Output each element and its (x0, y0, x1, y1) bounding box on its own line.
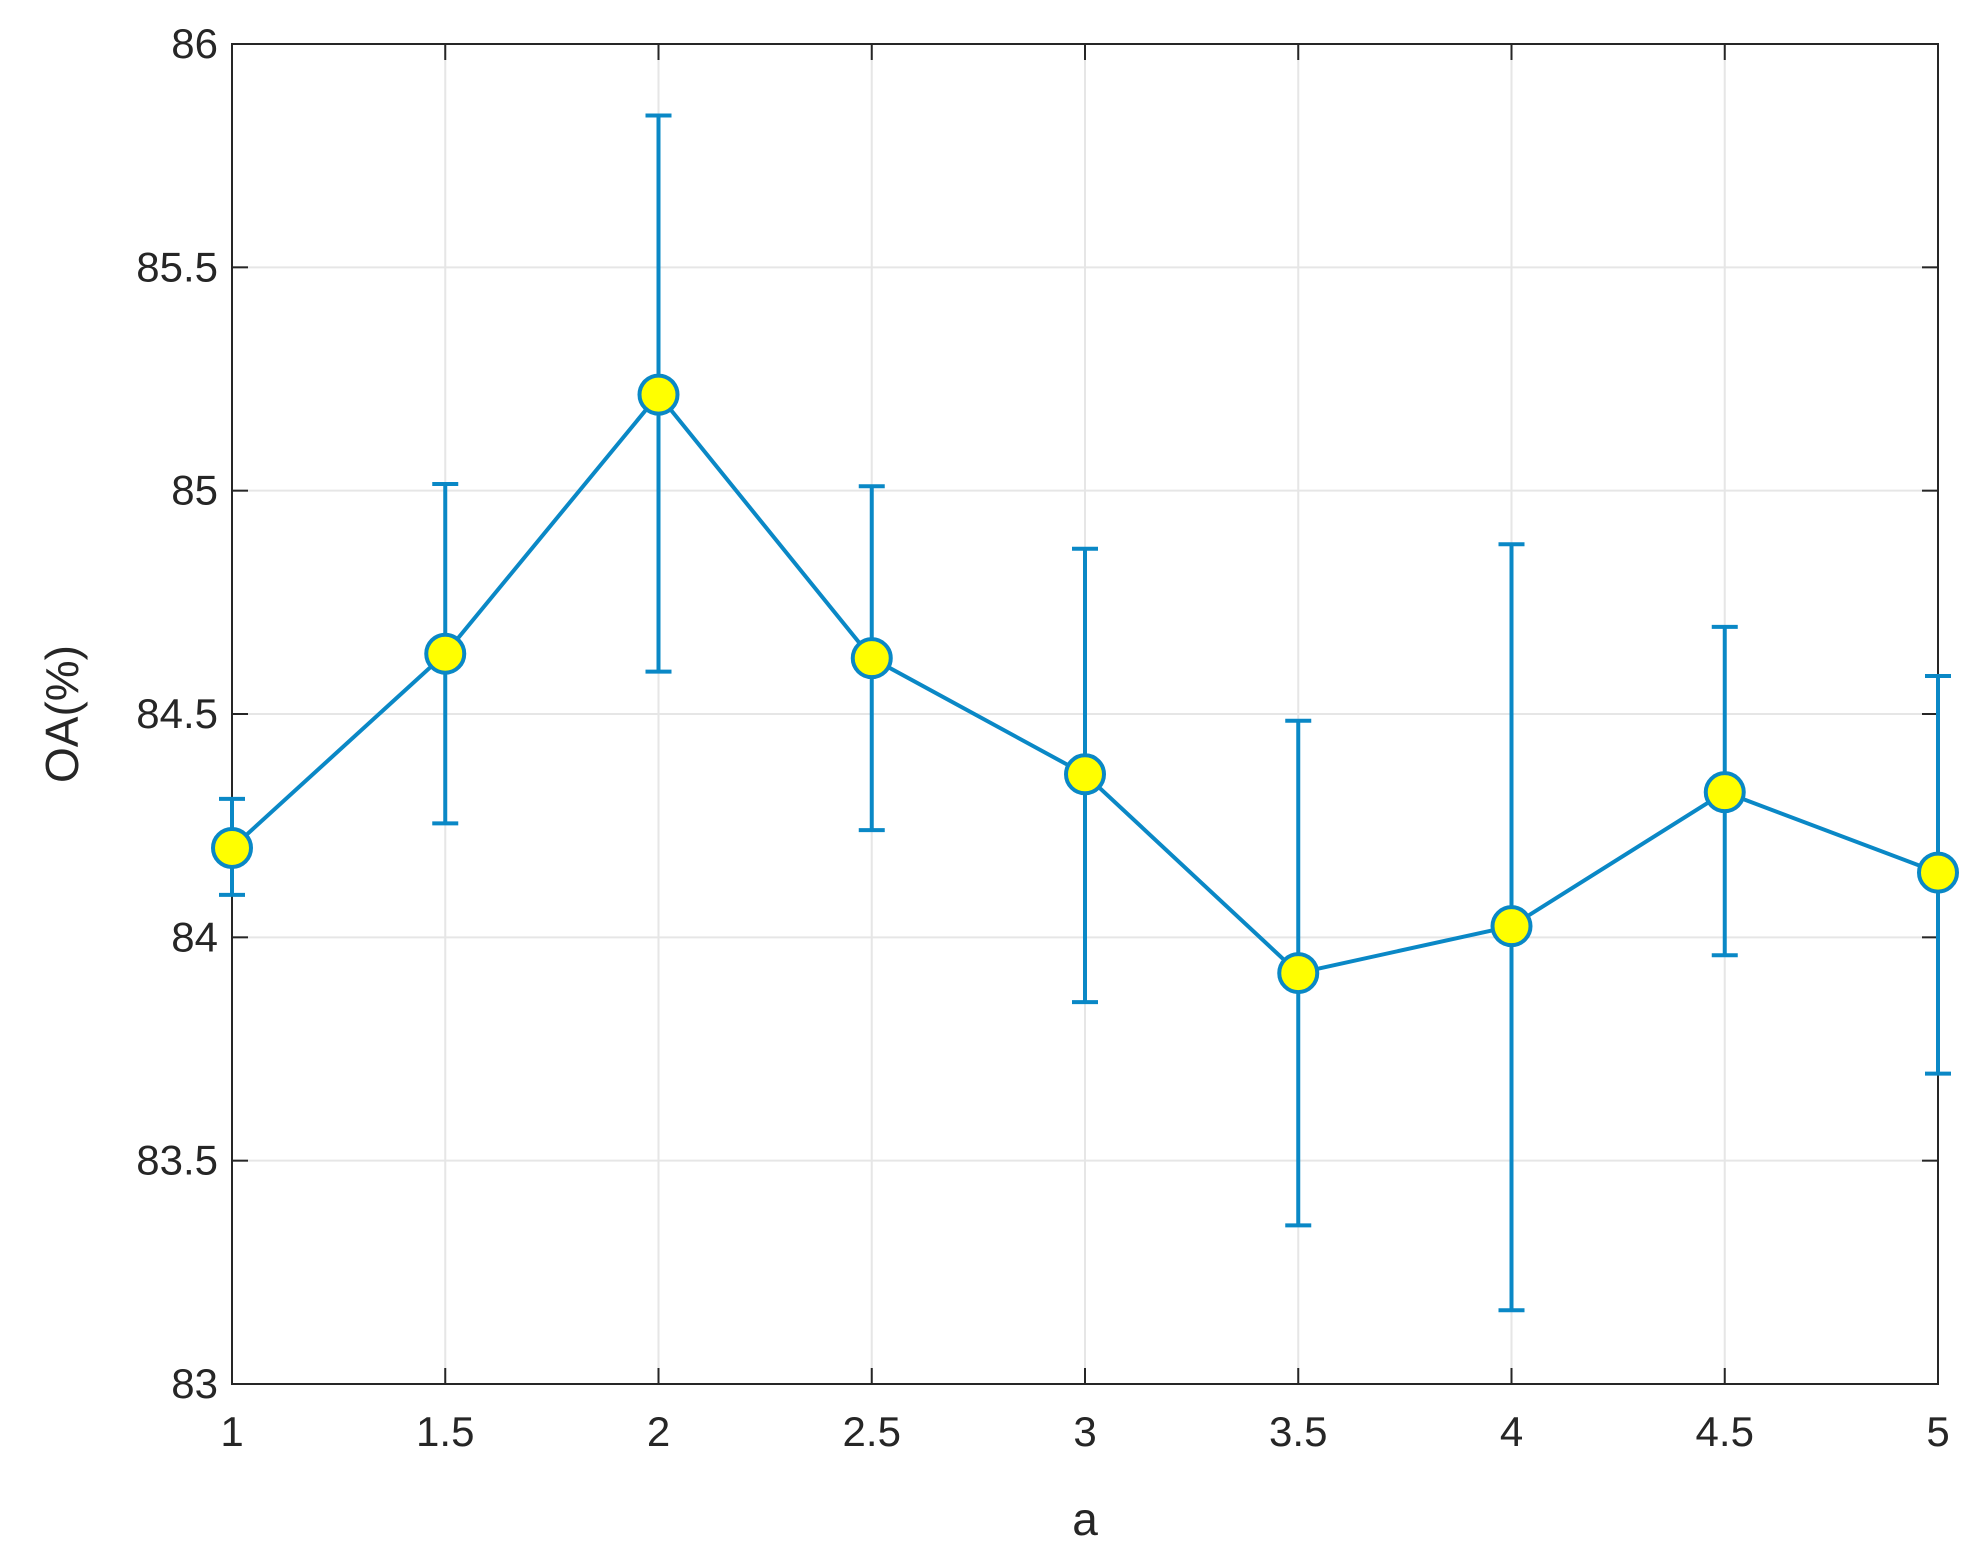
x-tick-label: 4.5 (1696, 1408, 1754, 1455)
x-tick-label: 3.5 (1269, 1408, 1327, 1455)
data-point (1490, 905, 1533, 948)
y-tick-label: 83.5 (136, 1137, 218, 1184)
y-tick-label: 84 (171, 913, 218, 960)
data-point (1917, 851, 1959, 894)
data-point (1703, 771, 1746, 814)
x-tick-label: 2 (647, 1408, 670, 1455)
data-point (1064, 753, 1106, 796)
x-tick-label: 1.5 (416, 1408, 474, 1455)
x-axis-label: a (1072, 1493, 1098, 1545)
y-tick-label: 85.5 (136, 243, 218, 290)
data-point (1277, 952, 1320, 995)
x-tick-label: 1 (220, 1408, 243, 1455)
x-tick-label: 2.5 (843, 1408, 901, 1455)
y-tick-label: 84.5 (136, 690, 218, 737)
x-tick-label: 3 (1073, 1408, 1096, 1455)
y-tick-label: 83 (171, 1360, 218, 1407)
data-markers (211, 373, 1959, 995)
data-point (637, 373, 680, 416)
data-point (211, 827, 253, 869)
y-axis-label: OA(%) (36, 645, 88, 783)
data-point (424, 632, 467, 675)
data-point (850, 637, 893, 680)
y-tick-labels: 83 83.5 84 84.5 85 85.5 86 (136, 20, 218, 1407)
y-tick-label: 86 (171, 20, 218, 67)
x-tick-label: 5 (1926, 1408, 1949, 1455)
y-tick-label: 85 (171, 467, 218, 514)
x-tick-labels: 1 1.5 2 2.5 3 3.5 4 4.5 5 (220, 1408, 1949, 1455)
x-tick-label: 4 (1500, 1408, 1523, 1455)
